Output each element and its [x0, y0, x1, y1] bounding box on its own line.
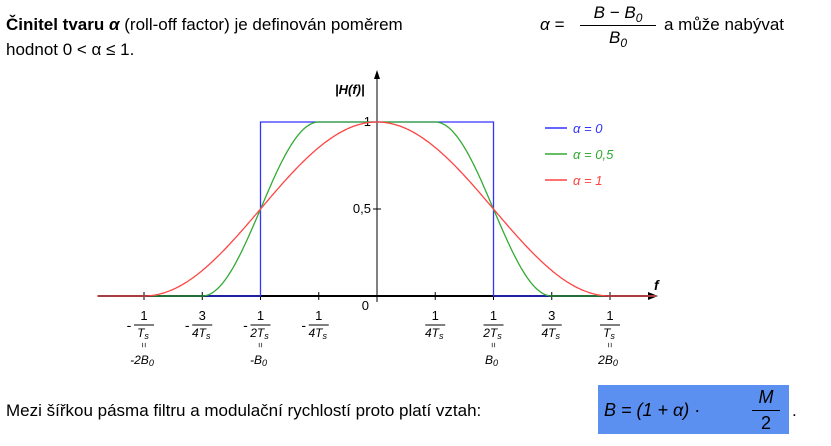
x-tick-denominator: 4Ts [425, 326, 444, 341]
x-tick-alt-label: 2B0 [597, 353, 618, 368]
legend-label-0: α = 0 [573, 121, 603, 136]
intro-mid: (roll-off factor) je definován poměrem [124, 15, 403, 34]
outro-text: Mezi šířkou pásma filtru a modulační ryc… [6, 401, 482, 420]
x-tick-denominator: Ts [137, 326, 149, 341]
x-tick-sign: - [301, 317, 306, 333]
x-tick-numerator: 1 [432, 308, 439, 323]
intro-bold: Činitel tvaru [6, 15, 105, 34]
x-tick-numerator: 3 [548, 308, 555, 323]
x-tick-numerator: 3 [199, 308, 206, 323]
y-tick-label: 0,5 [353, 201, 371, 216]
intro-formula-numerator: B − B0 [593, 3, 643, 25]
x-tick-numerator: 1 [490, 308, 497, 323]
intro-tail: a může nabývat [664, 15, 785, 34]
intro-formula-lhs: α = [540, 15, 565, 34]
x-tick-denominator: 2Ts [249, 326, 269, 341]
outro-formula-lhs: B = (1 + α) · [604, 400, 701, 420]
x-tick-numerator: 1 [315, 308, 322, 323]
legend-label-1: α = 0,5 [573, 147, 614, 162]
x-tick-equals: = [139, 342, 149, 347]
x-tick-equals: = [256, 342, 266, 347]
outro-formula-fraction: M 2 [752, 387, 780, 434]
origin-label: 0 [362, 298, 369, 313]
x-tick-alt-label: -2B0 [130, 353, 154, 368]
intro-alpha: α [108, 15, 120, 34]
x-tick-sign: - [185, 317, 190, 333]
legend-label-2: α = 1 [573, 173, 602, 188]
x-tick-alt-label: -B0 [250, 353, 267, 368]
outro-formula-denominator: 2 [760, 413, 771, 433]
intro-formula-denominator: B0 [608, 28, 628, 50]
x-tick-sign: - [243, 317, 248, 333]
x-tick-numerator: 1 [606, 308, 613, 323]
intro-formula-fraction: B − B0 B0 [580, 3, 656, 50]
outro-formula-numerator: M [758, 387, 774, 407]
formula-highlight [598, 385, 789, 434]
y-axis-label: |H(f)| [335, 82, 365, 97]
x-tick-equals: = [489, 342, 499, 347]
x-tick-denominator: 4Ts [308, 326, 327, 341]
x-tick-alt-label: B0 [485, 353, 498, 368]
x-tick-denominator: 4Ts [541, 326, 560, 341]
x-tick-numerator: 1 [140, 308, 147, 323]
x-tick-sign: - [127, 317, 132, 333]
x-tick-denominator: 4Ts [192, 326, 211, 341]
y-axis-arrow [374, 70, 380, 79]
x-tick-denominator: Ts [603, 326, 615, 341]
x-tick-equals: = [605, 342, 615, 347]
intro-line-1: Činitel tvaru α (roll-off factor) je def… [6, 15, 403, 35]
outro-period: . [792, 401, 797, 420]
series-line-2 [97, 121, 657, 297]
x-axis-label: f [654, 277, 660, 293]
intro-line-2: hodnot 0 < α ≤ 1. [6, 40, 135, 59]
x-tick-numerator: 1 [257, 308, 264, 323]
x-tick-denominator: 2Ts [482, 326, 502, 341]
